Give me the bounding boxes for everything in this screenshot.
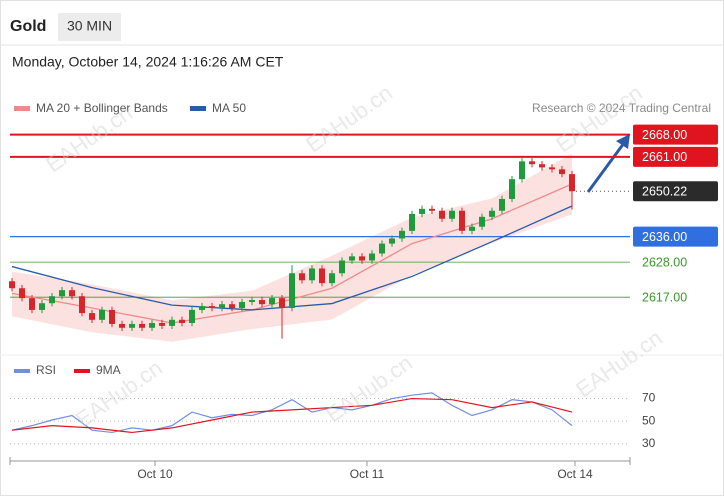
candle-body [499,198,505,211]
candle-body [509,179,515,199]
source: Research © 2024 Trading Central [532,101,711,115]
legend-swatch [190,106,206,111]
x-tick-label: Oct 11 [350,467,385,481]
candle-body [109,309,115,324]
candle-body [379,243,385,254]
candle-body [199,306,205,310]
candle-body [119,323,125,328]
legend-label: MA 50 [212,101,246,115]
candle-body [289,273,295,309]
candle-body [399,230,405,239]
candle-body [29,298,35,310]
level-tag [633,146,718,167]
candle-body [49,296,55,304]
level-label: 2628.00 [642,255,687,269]
legend-label: 9MA [96,363,121,377]
candle-body [349,256,355,261]
legend-swatch [14,369,30,373]
candle-body [459,210,465,231]
x-tick-label: Oct 14 [557,467,593,481]
candle-body [79,296,85,314]
candle-body [409,213,415,231]
interval-label[interactable]: 30 MIN [67,18,112,34]
legend-swatch [74,369,90,373]
candle-body [179,319,185,323]
candle-body [489,210,495,217]
candle-body [39,303,45,310]
candle-body [89,313,95,320]
level-label: 2661.00 [642,150,687,164]
candle-body [569,174,575,192]
level-label: 2636.00 [642,230,687,244]
last-price-tag [633,181,718,202]
candle-body [439,210,445,219]
candle-body [169,319,175,326]
candle-body [319,268,325,284]
candle-body [189,309,195,323]
candle-body [269,298,275,305]
candle-body [339,260,345,274]
candle-body [329,273,335,284]
candle-body [149,323,155,328]
candle-body [469,226,475,231]
y-tick-label: 70 [642,391,656,405]
candle-body [249,300,255,302]
candle-body [239,301,245,309]
legend-label: RSI [36,363,56,377]
candle-body [479,216,485,227]
candle-body [219,304,225,309]
last-price-label: 2650.22 [642,185,687,199]
candle-body [69,290,75,297]
candle-body [419,208,425,214]
indicator-line [11,397,573,434]
candle-body [529,161,535,165]
candle-body [99,309,105,320]
candle-body [299,273,305,281]
candle-body [559,169,565,175]
legend-label: MA 20 + Bollinger Bands [36,101,168,115]
candle-body [209,306,215,309]
level-label: 2617.00 [642,290,687,304]
candle-body [309,268,315,281]
candle-body [539,164,545,168]
candle-body [359,256,365,261]
indicator-line [11,392,573,434]
level-tag [633,124,718,145]
level-label: 2668.00 [642,128,687,142]
candle-body [159,323,165,326]
forecast-arrowhead [616,134,630,149]
candle-body [19,288,25,299]
datetime: Monday, October 14, 2024 1:16:26 AM CET [12,54,284,70]
candle-body [9,281,15,289]
y-tick-label: 30 [642,436,656,450]
candle-body [229,304,235,309]
legend-swatch [14,106,30,111]
y-tick-label: 50 [642,413,656,427]
candle-body [129,323,135,328]
x-tick-label: Oct 10 [137,467,173,481]
symbol: Gold [10,18,46,35]
candle-body [369,253,375,261]
candle-body [449,210,455,219]
candle-body [429,208,435,211]
candle-body [139,323,145,328]
interval-button[interactable] [58,13,121,41]
candle-body [279,298,285,309]
candle-body [59,290,65,297]
level-tag [633,226,718,247]
candle-body [519,161,525,180]
candle-body [259,300,265,305]
candle-body [389,238,395,244]
candle-body [549,167,555,170]
forecast-arrow [586,142,626,193]
